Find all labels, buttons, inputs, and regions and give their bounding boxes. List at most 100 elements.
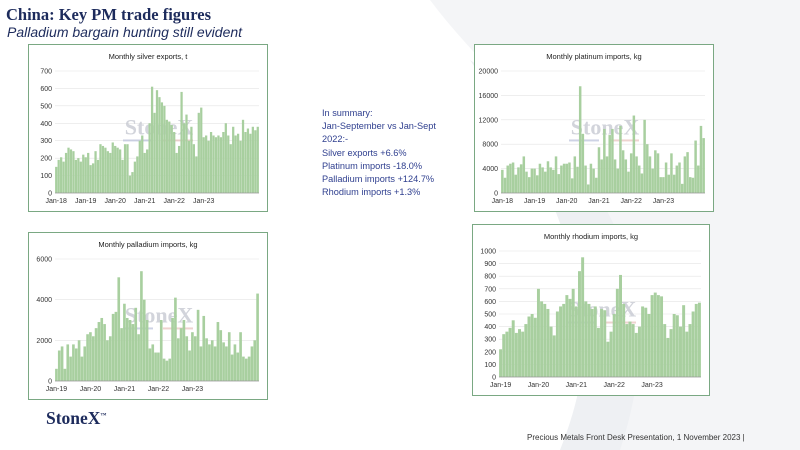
bar — [143, 152, 146, 193]
bar — [222, 342, 225, 381]
bar — [244, 132, 247, 193]
chart-title: Monthly palladium imports, kg — [98, 240, 197, 249]
bar — [77, 158, 80, 193]
x-tick-label: Jan-22 — [148, 386, 170, 393]
bar — [91, 163, 95, 193]
bar — [126, 144, 129, 193]
bar — [589, 163, 593, 193]
rhodium-chart-panel: Monthly rhodium imports, kg 0 100 200 300 400… — [472, 224, 710, 396]
bar — [192, 144, 195, 193]
bar — [109, 152, 112, 193]
bar — [586, 184, 590, 193]
bar — [244, 358, 248, 381]
chart-title: Monthly platinum imports, kg — [546, 52, 641, 61]
bar — [596, 327, 600, 377]
y-tick-label: 600 — [484, 299, 496, 306]
x-tick-label: Jan-19 — [75, 198, 97, 205]
y-tick-label: 4000 — [482, 166, 498, 173]
bar — [250, 346, 254, 381]
bar — [600, 308, 604, 377]
bar — [546, 161, 550, 193]
bar — [648, 156, 652, 193]
bar — [517, 167, 520, 193]
bar — [521, 331, 525, 377]
rhodium-chart-svg: Monthly rhodium imports, kg 0 100 200 300 400… — [480, 232, 701, 389]
bar — [587, 303, 591, 377]
bar — [57, 350, 61, 381]
bar — [202, 315, 206, 381]
summary-line: Platinum imports -18.0% — [322, 160, 423, 171]
bar — [197, 112, 200, 193]
x-tick-label: Jan-23 — [653, 198, 675, 205]
bar — [120, 328, 123, 381]
bar — [536, 288, 540, 377]
x-tick-label: Jan-21 — [134, 198, 156, 205]
bar — [138, 140, 141, 193]
bar — [691, 311, 695, 377]
bar — [632, 115, 636, 193]
y-tick-label: 300 — [40, 138, 52, 145]
bar — [67, 147, 70, 193]
bar — [509, 163, 512, 193]
bar — [581, 257, 585, 377]
x-tick-label: Jan-19 — [490, 382, 512, 389]
bar — [685, 331, 689, 377]
bar — [605, 156, 609, 193]
bar — [205, 338, 208, 381]
bar — [236, 352, 240, 381]
bar — [697, 165, 700, 193]
bar — [593, 306, 597, 377]
bar — [170, 125, 173, 193]
bar — [97, 322, 101, 381]
y-tick-label: 20000 — [479, 69, 499, 76]
bar — [675, 165, 679, 193]
watermark-stripe — [163, 327, 193, 330]
bar — [606, 341, 610, 377]
bar — [187, 140, 191, 193]
bar — [646, 144, 649, 193]
bar — [615, 288, 619, 377]
bar — [549, 326, 553, 377]
bar — [55, 166, 58, 193]
bar — [202, 137, 205, 193]
bar — [106, 151, 109, 193]
bar — [210, 340, 214, 381]
bar — [622, 303, 626, 377]
bar — [664, 162, 668, 193]
bar — [104, 147, 107, 193]
bar — [239, 140, 242, 193]
bar — [128, 175, 132, 193]
x-tick-label: Jan-21 — [566, 382, 588, 389]
bar — [69, 356, 72, 381]
bar — [555, 311, 559, 377]
bar — [627, 171, 630, 193]
y-tick-label: 800 — [484, 274, 496, 281]
summary-line: Silver exports +6.6% — [322, 147, 407, 158]
bar — [590, 308, 594, 377]
bar — [180, 91, 183, 193]
x-tick-label: Jan-23 — [182, 386, 204, 393]
bar — [157, 352, 160, 381]
bar — [196, 309, 200, 381]
bar — [77, 340, 81, 381]
bar — [94, 151, 97, 193]
bar — [514, 174, 518, 193]
summary-text: In summary: Jan-September vs Jan-Sept 20… — [322, 107, 436, 199]
bar — [131, 172, 134, 193]
bar — [660, 296, 664, 377]
y-tick-label: 200 — [484, 349, 496, 356]
bar — [101, 145, 105, 193]
bar — [84, 157, 87, 193]
bar — [256, 293, 259, 381]
y-tick-label: 200 — [40, 156, 52, 163]
bar — [60, 157, 63, 193]
silver-chart-svg: Monthly silver exports, t 0 100 200 300 400 50… — [40, 52, 259, 205]
bar — [133, 161, 137, 193]
bar — [134, 307, 138, 381]
bar — [123, 144, 127, 193]
x-tick-label: Jan-20 — [528, 382, 550, 389]
bar — [603, 310, 607, 377]
bar — [137, 334, 140, 381]
bar — [656, 295, 660, 377]
bar — [688, 177, 692, 193]
